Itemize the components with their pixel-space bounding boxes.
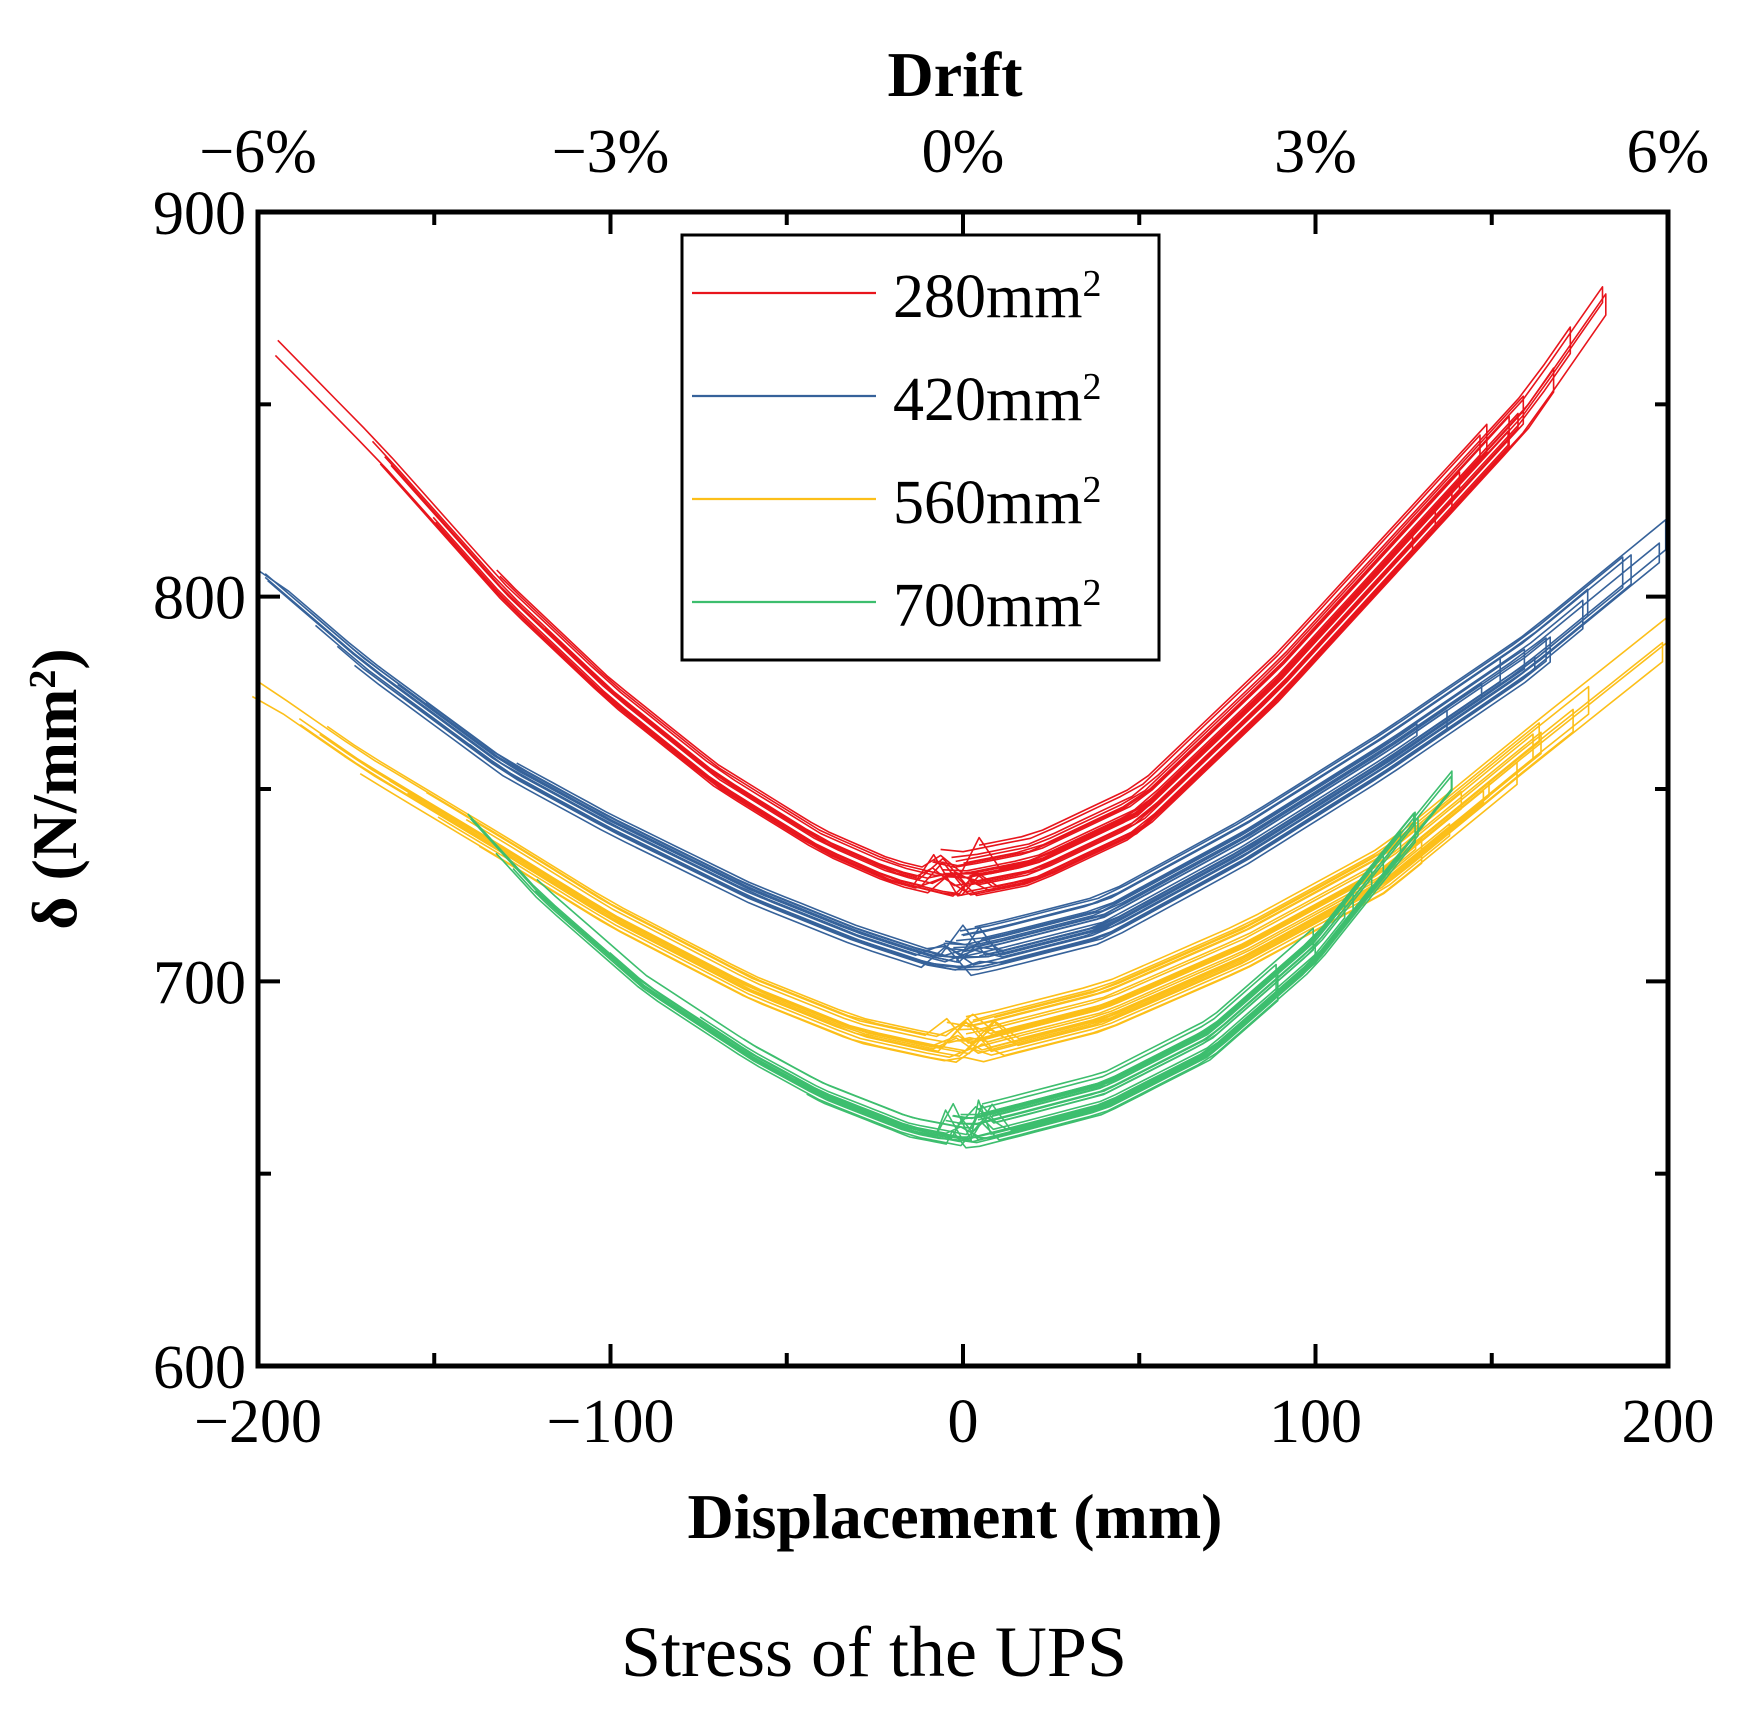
x-axis-title: Displacement (mm) — [688, 1481, 1223, 1552]
legend-label: 280mm2 — [893, 263, 1101, 331]
y-tick-label: 800 — [153, 565, 246, 633]
series-line — [354, 636, 1551, 977]
x-tick-label: 100 — [1269, 1388, 1362, 1456]
series-line — [298, 685, 1590, 1052]
series-line — [384, 412, 1519, 887]
series-line — [390, 395, 1525, 886]
series-line — [806, 970, 1279, 1149]
x2-tick-label: 3% — [1274, 118, 1357, 186]
series-line — [609, 864, 1373, 1137]
series-line — [425, 656, 1501, 956]
legend-label: 560mm2 — [893, 469, 1101, 537]
series-line — [432, 430, 1509, 893]
y-axis-title: δ (N/mm2) — [19, 648, 90, 929]
series-line — [314, 599, 1584, 968]
x-tick-label: 200 — [1622, 1388, 1715, 1456]
series-line — [379, 367, 1555, 897]
series-line — [336, 637, 1547, 971]
series-line — [267, 542, 1661, 966]
x2-tick-label: −3% — [552, 118, 670, 186]
y-tick-label: 600 — [153, 1334, 246, 1402]
y-tick-label: 700 — [153, 949, 246, 1017]
series-280mm-group — [274, 286, 1607, 897]
legend-box — [680, 233, 1161, 662]
y-axis-title-sup: 2 — [22, 670, 64, 689]
x2-tick-label: −6% — [199, 118, 317, 186]
axes-layer: −200 −100 0 100 200 −6% −3% 0% 3% 6% 600 700 800 900 — [153, 118, 1715, 1456]
series-420mm-group — [258, 518, 1667, 977]
x-tick-label: −200 — [194, 1388, 322, 1456]
x-tick-label: −100 — [547, 1388, 675, 1456]
series-line — [544, 471, 1461, 887]
series-line — [499, 423, 1488, 878]
series-560mm-group — [251, 616, 1669, 1063]
y-axis-title-close: ) — [19, 648, 90, 669]
series-line — [299, 708, 1574, 1053]
series-line — [699, 903, 1346, 1136]
x-tick-label: 0 — [948, 1388, 979, 1456]
series-line — [319, 731, 1542, 1051]
series-line — [516, 723, 1418, 957]
legend: 280mm2 420mm2 560mm2 700mm2 — [680, 233, 1161, 662]
curves-layer — [251, 286, 1669, 1149]
series-700mm-group — [467, 770, 1453, 1149]
y-axis-title-main: δ (N/mm — [19, 689, 90, 930]
series-line — [465, 818, 1417, 1044]
legend-label: 420mm2 — [893, 366, 1101, 434]
series-line — [512, 816, 1419, 1144]
series-line — [425, 791, 1463, 1044]
series-line — [616, 851, 1385, 1143]
x2-axis-title: Drift — [887, 39, 1023, 110]
series-line — [397, 648, 1526, 964]
x2-tick-label: 0% — [922, 118, 1005, 186]
series-line — [795, 963, 1277, 1140]
legend-label: 700mm2 — [893, 572, 1101, 640]
x2-tick-label: 6% — [1627, 118, 1710, 186]
y-tick-label: 900 — [153, 180, 246, 248]
figure-caption: Stress of the UPS — [621, 1612, 1127, 1692]
series-line — [437, 816, 1451, 1058]
